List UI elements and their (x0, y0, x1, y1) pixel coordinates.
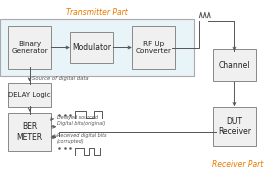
Text: DUT
Receiver: DUT Receiver (218, 117, 251, 136)
Text: BER
METER: BER METER (16, 122, 43, 142)
FancyBboxPatch shape (8, 113, 51, 151)
Text: Source of digital data: Source of digital data (32, 76, 89, 81)
Text: Received digital bits
(corrupted): Received digital bits (corrupted) (57, 133, 106, 144)
FancyBboxPatch shape (132, 26, 175, 69)
Text: Receiver Part: Receiver Part (211, 160, 263, 169)
FancyBboxPatch shape (213, 107, 256, 146)
FancyBboxPatch shape (0, 19, 194, 76)
FancyBboxPatch shape (213, 49, 256, 81)
FancyBboxPatch shape (70, 32, 113, 63)
Text: DELAY Logic: DELAY Logic (8, 92, 51, 98)
FancyBboxPatch shape (8, 26, 51, 69)
Text: Delayed sourced
Digital bits(original): Delayed sourced Digital bits(original) (57, 115, 105, 126)
Text: Modulator: Modulator (72, 43, 111, 52)
FancyBboxPatch shape (8, 83, 51, 107)
Text: Transmitter Part: Transmitter Part (66, 8, 128, 17)
Text: RF Up
Converter: RF Up Converter (136, 41, 172, 54)
Text: Channel: Channel (219, 61, 250, 70)
Text: Binary
Generator: Binary Generator (11, 41, 48, 54)
